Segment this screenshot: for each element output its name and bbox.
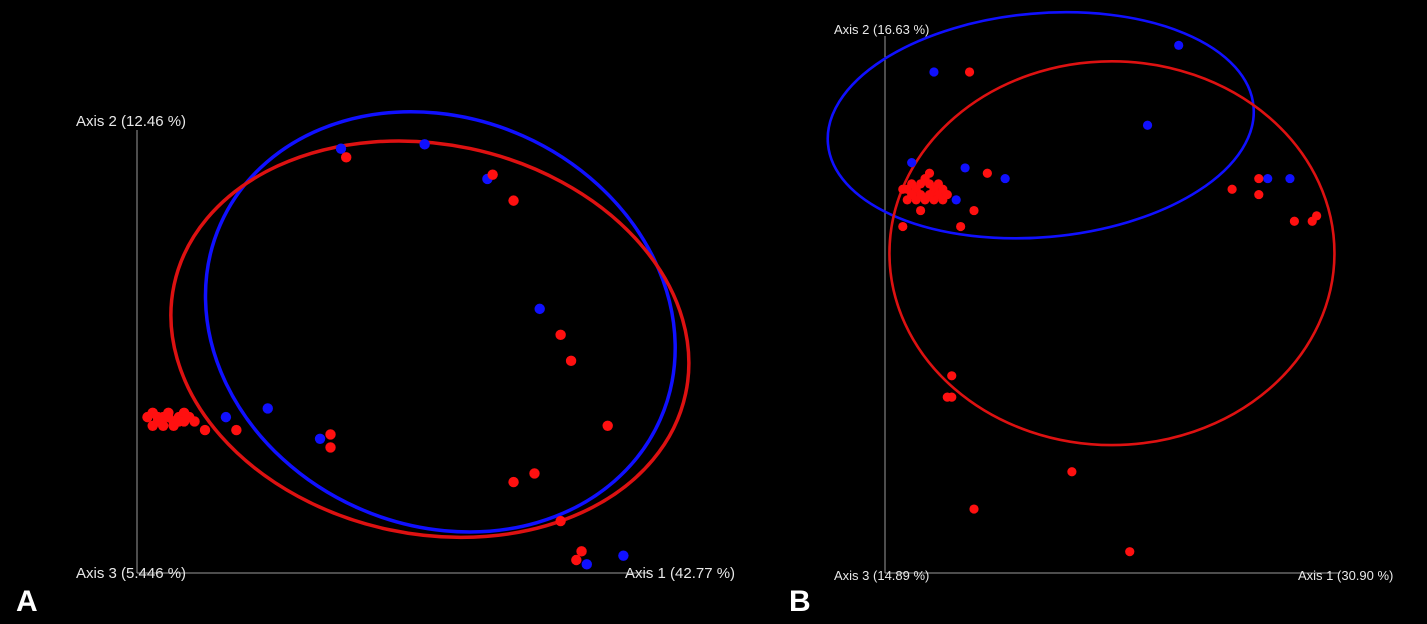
panel-a-series-2-point [602, 420, 613, 431]
panel-a-series-2-point [325, 442, 336, 453]
panel-b-series-2-point [933, 179, 944, 189]
panel-b-series-1-point [1174, 40, 1184, 50]
panel-a-confidence-ellipse-2 [169, 139, 691, 540]
panel-a-series-1-point [618, 550, 629, 561]
panel-b-series-1-point [929, 67, 939, 77]
panel-a-z-axis-label: Axis 3 (5.446 %) [76, 565, 186, 582]
panel-a-series-2-point [157, 420, 169, 431]
panel-a-series-2-point [508, 195, 519, 206]
panel-a-series-2-point [163, 411, 174, 423]
panel-b-series-1-point [907, 157, 917, 168]
panel-b-series-1-point [1285, 173, 1295, 184]
panel-b-series-2-point [1125, 547, 1135, 557]
panel-a-series-2-point [325, 429, 336, 440]
panel-b-y-axis-label: Axis 2 (16.63 %) [834, 22, 929, 37]
panel-b-series-2-point [907, 189, 917, 200]
panel-b-series-1-point [951, 195, 961, 205]
panel-a: Axis 2 (12.46 %) Axis 3 (5.446 %) Axis 1… [16, 110, 735, 618]
panel-b-series-2-point [947, 371, 957, 381]
panel-b-series-2-point [898, 221, 908, 232]
panel-b-ellipses [826, 10, 1336, 447]
panel-a-points [142, 139, 629, 570]
panel-a-series-2-point [173, 416, 185, 427]
panel-a-series-2-point [529, 468, 540, 479]
panel-a-ellipses [169, 110, 691, 540]
panel-a-series-1-point [262, 403, 273, 414]
panel-b-series-2-point [924, 168, 935, 178]
panel-a-series-1-point [419, 139, 430, 150]
panel-b-z-axis-label: Axis 3 (14.89 %) [834, 568, 929, 583]
panel-a-series-1-point [314, 433, 326, 444]
panel-a-series-2-point [565, 355, 577, 367]
panel-a-series-2-point [341, 152, 352, 163]
panel-b-series-2-point [1254, 173, 1264, 184]
panel-a-y-axis-label: Axis 2 (12.46 %) [76, 113, 186, 130]
panel-b-x-axis-label: Axis 1 (30.90 %) [1298, 568, 1393, 583]
panel-a-series-2-point [184, 411, 195, 423]
panel-a-series-1-point [581, 559, 592, 570]
panel-a-series-2-point [147, 420, 158, 431]
panel-a-confidence-ellipse-1 [203, 110, 677, 534]
panel-a-letter: A [16, 585, 38, 618]
panel-b-series-2-point [982, 168, 992, 178]
panel-a-series-2-point [152, 411, 164, 423]
panel-b-series-2-point [1312, 211, 1322, 221]
panel-a-series-2-point [576, 546, 587, 557]
panel-b-series-1-point [960, 163, 970, 173]
panel-b-series-2-point [916, 205, 926, 216]
panel-a-series-2-point [231, 424, 242, 436]
panel-b-series-2-point [916, 189, 926, 200]
panel-b-series-2-point [924, 189, 935, 200]
panel-a-series-1-point [220, 411, 232, 423]
panel-b-series-2-point [1254, 189, 1264, 200]
panel-b-series-2-point [969, 504, 979, 514]
panel-b-points [898, 40, 1322, 557]
panel-b-series-1-point [1142, 120, 1153, 130]
panel-a-series-1-point [335, 143, 347, 154]
panel-b-series-2-point [1067, 467, 1077, 477]
panel-a-x-axis-label: Axis 1 (42.77 %) [625, 565, 735, 582]
panel-a-series-2-point [487, 169, 498, 180]
panel-a-series-2-point [571, 554, 582, 566]
panel-b-series-2-point [969, 205, 979, 216]
panel-a-series-2-point [199, 424, 211, 436]
panel-a-series-2-point [508, 476, 519, 488]
panel-b-series-2-point [956, 221, 966, 232]
panel-b-series-2-point [1227, 184, 1237, 194]
panel-a-series-2-point [555, 329, 566, 341]
panel-b-series-2-point [1289, 216, 1299, 226]
panel-b-series-2-point [964, 67, 975, 77]
panel-b-series-1-point [1000, 173, 1010, 184]
panel-b-series-2-point [942, 189, 952, 200]
panel-b: Axis 2 (16.63 %) Axis 3 (14.89 %) Axis 1… [789, 10, 1393, 618]
panel-b-confidence-ellipse-2 [888, 60, 1336, 447]
panel-b-series-2-point [947, 392, 957, 402]
panel-a-series-2-point [555, 515, 566, 527]
panel-b-series-1-point [1263, 173, 1273, 184]
panel-a-series-1-point [534, 303, 545, 315]
panel-b-letter: B [789, 585, 811, 618]
